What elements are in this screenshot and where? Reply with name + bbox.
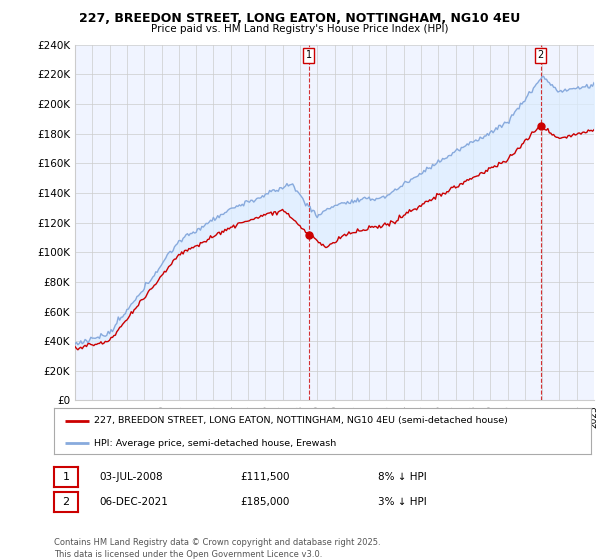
Text: 2: 2: [538, 50, 544, 60]
Text: 227, BREEDON STREET, LONG EATON, NOTTINGHAM, NG10 4EU: 227, BREEDON STREET, LONG EATON, NOTTING…: [79, 12, 521, 25]
Text: 227, BREEDON STREET, LONG EATON, NOTTINGHAM, NG10 4EU (semi-detached house): 227, BREEDON STREET, LONG EATON, NOTTING…: [94, 416, 508, 425]
Text: £111,500: £111,500: [240, 472, 290, 482]
Text: 8% ↓ HPI: 8% ↓ HPI: [378, 472, 427, 482]
Text: 1: 1: [305, 50, 311, 60]
Text: 1: 1: [62, 472, 70, 482]
Text: HPI: Average price, semi-detached house, Erewash: HPI: Average price, semi-detached house,…: [94, 439, 337, 448]
Text: £185,000: £185,000: [240, 497, 289, 507]
Text: 2: 2: [62, 497, 70, 507]
Text: 3% ↓ HPI: 3% ↓ HPI: [378, 497, 427, 507]
Text: Price paid vs. HM Land Registry's House Price Index (HPI): Price paid vs. HM Land Registry's House …: [151, 24, 449, 34]
Text: 06-DEC-2021: 06-DEC-2021: [99, 497, 168, 507]
Text: Contains HM Land Registry data © Crown copyright and database right 2025.
This d: Contains HM Land Registry data © Crown c…: [54, 538, 380, 559]
Text: 03-JUL-2008: 03-JUL-2008: [99, 472, 163, 482]
